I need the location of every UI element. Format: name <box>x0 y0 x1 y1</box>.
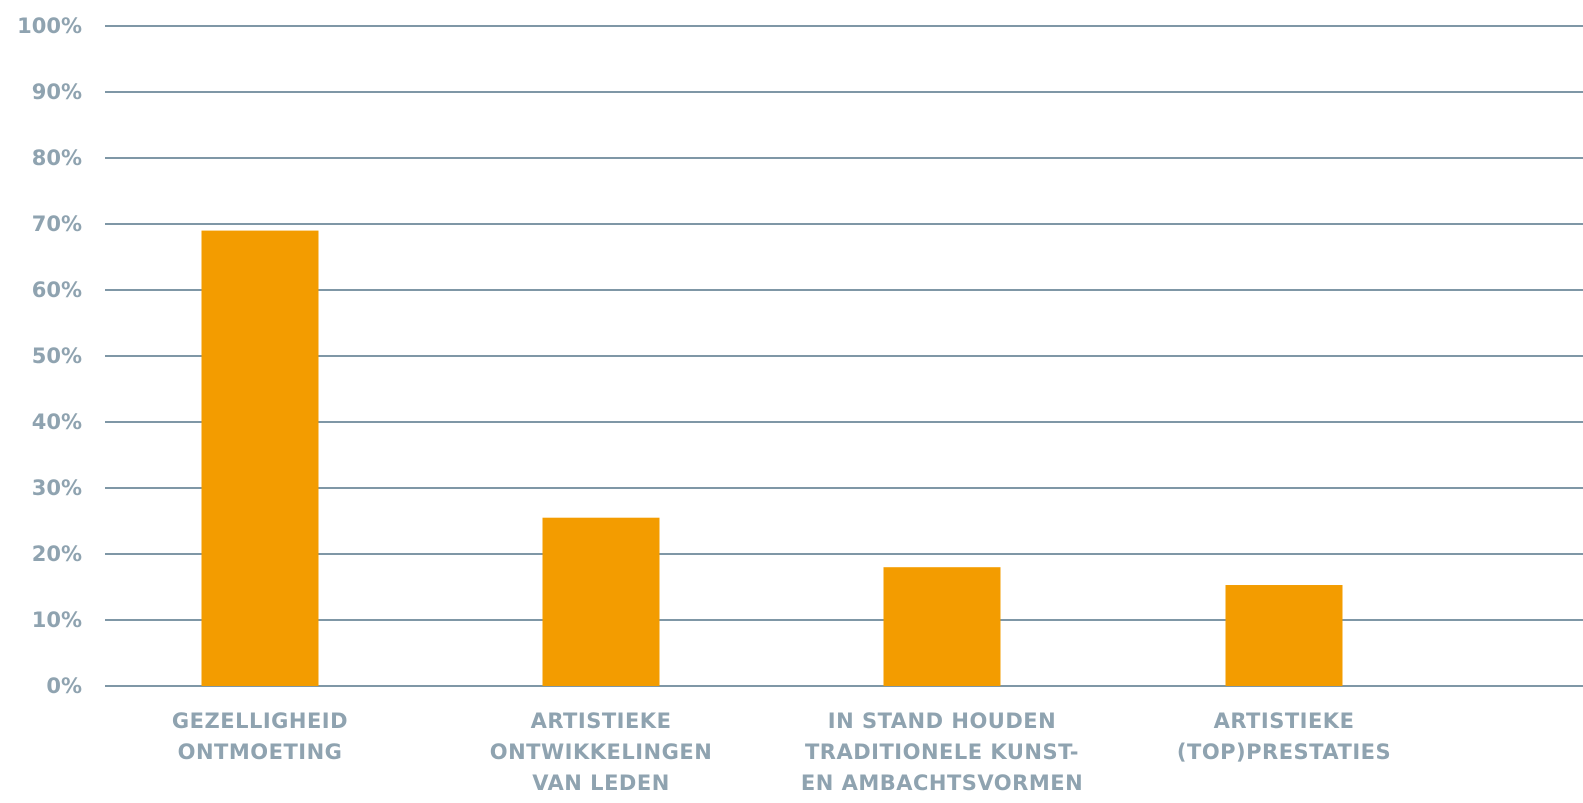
y-tick-label: 40% <box>32 410 82 434</box>
x-category-label: IN STAND HOUDEN TRADITIONELE KUNST- EN AMB… <box>801 709 1083 795</box>
x-category-label: GEZELLIGHEID ONTMOETING <box>172 709 348 764</box>
x-category-label-line: VAN LEDEN <box>532 771 670 795</box>
x-category-label-line: EN AMBACHTSVORMEN <box>801 771 1083 795</box>
bar <box>1225 585 1343 686</box>
y-tick-label: 30% <box>32 476 82 500</box>
y-tick-label: 10% <box>32 608 82 632</box>
x-category-label-line: ONTWIKKELINGEN <box>490 740 713 764</box>
gridlines <box>105 25 1583 687</box>
x-category-label-line: ONTMOETING <box>178 740 343 764</box>
x-axis-labels: GEZELLIGHEID ONTMOETING ARTISTIEKE ONTWIKKE… <box>172 709 1391 795</box>
x-category-label-line: TRADITIONELE KUNST- <box>805 740 1079 764</box>
y-tick-label: 50% <box>32 344 82 368</box>
bars <box>201 230 1343 686</box>
bar <box>542 517 660 686</box>
x-category-label: ARTISTIEKE ONTWIKKELINGEN VAN LEDEN <box>490 709 713 795</box>
x-category-label-line: ARTISTIEKE <box>1214 709 1355 733</box>
x-category-label-line: (TOP)PRESTATIES <box>1177 740 1391 764</box>
y-tick-label: 60% <box>32 278 82 302</box>
y-tick-label: 0% <box>46 674 82 698</box>
y-axis-ticks: 0% 10% 20% 30% 40% 50% 60% 70% 80% 90% 100% <box>17 14 82 698</box>
x-category-label-line: GEZELLIGHEID <box>172 709 348 733</box>
x-category-label-line: IN STAND HOUDEN <box>828 709 1056 733</box>
x-category-label-line: ARTISTIEKE <box>531 709 672 733</box>
y-tick-label: 90% <box>32 80 82 104</box>
bar <box>201 230 319 686</box>
y-tick-label: 20% <box>32 542 82 566</box>
y-tick-label: 80% <box>32 146 82 170</box>
bar <box>883 567 1001 686</box>
y-tick-label: 100% <box>17 14 82 38</box>
x-category-label: ARTISTIEKE (TOP)PRESTATIES <box>1177 709 1391 764</box>
y-tick-label: 70% <box>32 212 82 236</box>
